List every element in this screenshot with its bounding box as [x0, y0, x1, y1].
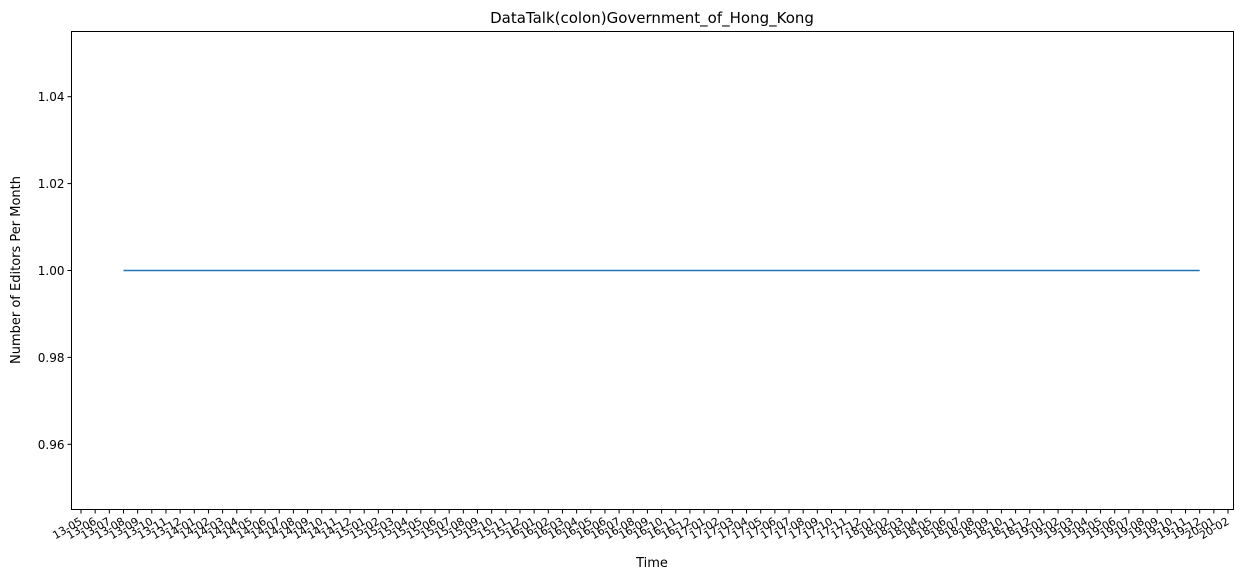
y-tick-label: 0.98 [38, 351, 65, 365]
y-axis: 0.96 0.98 1.00 1.02 1.04 [38, 90, 72, 452]
y-tick-label: 1.02 [38, 177, 65, 191]
x-axis: 13-0513-0613-0713-0813-0913-1013-1113-12… [50, 509, 1232, 542]
chart-title: DataTalk(colon)Government_of_Hong_Kong [490, 9, 814, 28]
y-tick-label: 0.96 [38, 438, 65, 452]
y-axis-label: Number of Editors Per Month [9, 176, 24, 364]
y-tick-label: 1.04 [38, 90, 65, 104]
y-tick-label: 1.00 [38, 264, 65, 278]
x-axis-label: Time [635, 556, 668, 571]
